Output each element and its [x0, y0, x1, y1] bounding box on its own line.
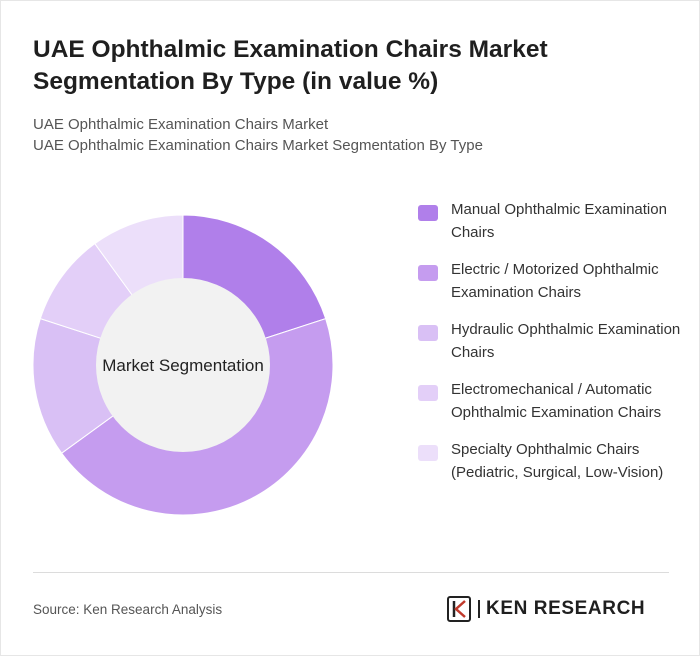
chart-subtitle: UAE Ophthalmic Examination Chairs Market… [33, 114, 673, 156]
subtitle-line-2: UAE Ophthalmic Examination Chairs Market… [33, 137, 483, 154]
brand-name: KEN RESEARCH [486, 598, 646, 619]
legend-swatch [418, 205, 438, 221]
ken-research-logo-icon [447, 596, 471, 622]
subtitle-line-1: UAE Ophthalmic Examination Chairs Market [33, 116, 329, 133]
legend-label: Hydraulic Ophthalmic Examination Chairs [451, 321, 681, 361]
legend-label: Electromechanical / Automatic Ophthalmic… [451, 381, 662, 421]
brand-logo: KEN RESEARCH [447, 596, 677, 624]
legend-label: Manual Ophthalmic Examination Chairs [451, 201, 667, 241]
legend-swatch [418, 265, 438, 281]
legend-swatch [418, 325, 438, 341]
chart-legend: Manual Ophthalmic Examination Chairs Elec… [418, 199, 688, 499]
donut-chart: Market Segmentation [32, 214, 334, 516]
chart-title: UAE Ophthalmic Examination Chairs Market… [33, 36, 548, 95]
source-note: Source: Ken Research Analysis [33, 602, 223, 617]
legend-swatch [418, 445, 438, 461]
legend-item: Hydraulic Ophthalmic Examination Chairs [418, 319, 688, 364]
legend-item: Manual Ophthalmic Examination Chairs [418, 199, 688, 244]
legend-item: Specialty Ophthalmic Chairs (Pediatric, … [418, 439, 688, 484]
legend-label: Electric / Motorized Ophthalmic Examinat… [451, 261, 659, 301]
legend-item: Electric / Motorized Ophthalmic Examinat… [418, 259, 688, 304]
legend-label: Specialty Ophthalmic Chairs (Pediatric, … [451, 441, 664, 481]
footer-divider [33, 572, 669, 573]
legend-swatch [418, 385, 438, 401]
donut-hole [96, 278, 270, 452]
legend-item: Electromechanical / Automatic Ophthalmic… [418, 379, 688, 424]
brand-divider [478, 600, 480, 618]
donut-center-label: Market Segmentation [102, 356, 264, 375]
